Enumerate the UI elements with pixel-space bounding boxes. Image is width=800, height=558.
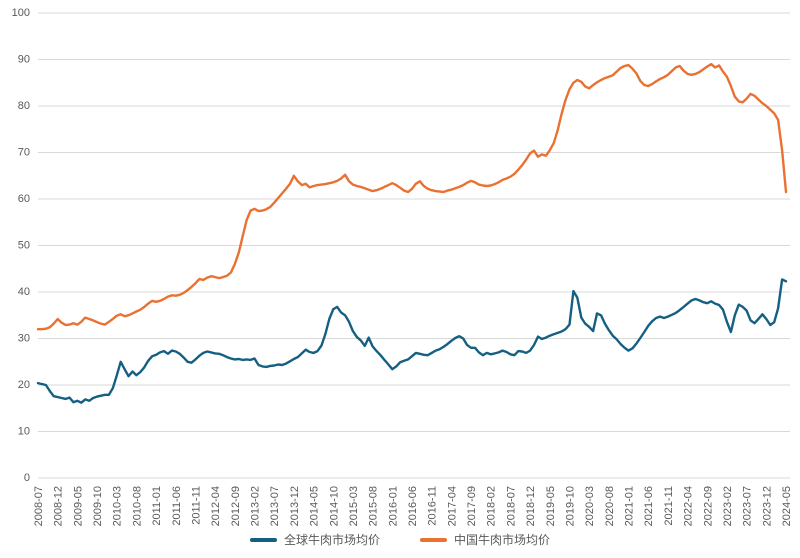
x-axis-tick-label: 2012-09	[230, 486, 242, 526]
x-axis-tick-label: 2022-04	[683, 486, 695, 526]
x-axis-tick-label: 2013-02	[250, 486, 262, 526]
series-line-china-beef	[36, 62, 788, 331]
x-axis-tick-label: 2018-02	[486, 486, 498, 526]
x-axis-tick-label: 2013-07	[269, 486, 281, 526]
x-axis-tick-label: 2018-07	[505, 486, 517, 526]
y-axis-tick-label: 70	[18, 147, 30, 159]
x-axis-tick-label: 2008-07	[33, 486, 45, 526]
x-axis-tick-label: 2021-06	[643, 486, 655, 526]
x-axis-tick-label: 2021-01	[624, 486, 636, 526]
x-axis-tick-label: 2013-12	[289, 486, 301, 526]
line-chart-plot: 0 10 20 30 40 50 60 70 80 90 100 2008-07 2008-12 2009…	[12, 7, 793, 526]
chart-legend: 全球牛肉市场均价 中国牛肉市场均价	[0, 528, 800, 552]
legend-line-swatch-china	[420, 538, 447, 542]
legend-label-global: 全球牛肉市场均价	[283, 533, 380, 547]
x-axis-tick-label: 2018-12	[525, 486, 537, 526]
x-axis-tick-label: 2012-04	[210, 486, 222, 526]
y-axis-tick-label: 50	[18, 240, 30, 252]
legend-line-swatch-global	[249, 538, 277, 542]
x-axis-tick-label: 2010-03	[112, 486, 124, 526]
y-axis-tick-label: 10	[18, 426, 30, 438]
y-axis-tick-label: 100	[12, 7, 30, 19]
x-axis-tick-label: 2015-03	[348, 486, 360, 526]
y-axis-tick-label: 60	[18, 193, 30, 205]
x-axis-tick-label: 2023-07	[742, 486, 754, 526]
x-axis-tick-label: 2020-03	[584, 486, 596, 526]
x-axis-tick-label: 2017-04	[446, 486, 458, 526]
x-axis-tick-label: 2011-06	[171, 486, 183, 526]
y-axis-tick-label: 80	[18, 100, 30, 112]
y-axis-tick-label: 40	[18, 286, 30, 298]
x-axis-tick-label: 2021-11	[663, 486, 675, 526]
series-line-global-beef	[36, 278, 788, 404]
legend-label-china: 中国牛肉市场均价	[454, 533, 551, 547]
x-axis-tick-label: 2019-10	[564, 486, 576, 526]
x-axis-tick-label: 2009-10	[92, 486, 104, 526]
x-axis-tick-label: 2020-08	[604, 486, 616, 526]
x-axis-tick-label: 2009-05	[72, 486, 84, 526]
x-axis-tick-label: 2019-05	[545, 486, 557, 526]
x-axis-tick-label: 2008-12	[53, 486, 65, 526]
x-axis-tick-label: 2024-05	[781, 486, 793, 526]
legend-item-china-beef[interactable]: 中国牛肉市场均价	[420, 534, 550, 546]
x-axis-tick-label: 2017-09	[466, 486, 478, 526]
y-axis-tick-label: 20	[18, 379, 30, 391]
x-axis-tick-label: 2023-02	[722, 486, 734, 526]
x-axis-tick-label: 2011-01	[151, 486, 163, 526]
x-axis-tick-label: 2016-01	[387, 486, 399, 526]
x-axis-tick-label: 2014-05	[309, 486, 321, 526]
x-axis-tick-label: 2023-12	[761, 486, 773, 526]
x-axis-tick-label: 2016-06	[407, 486, 419, 526]
x-axis-tick-label: 2016-11	[427, 486, 439, 526]
y-axis-tick-label: 90	[18, 54, 30, 66]
x-axis-tick-label: 2010-08	[131, 486, 143, 526]
y-axis-tick-label: 0	[24, 472, 30, 484]
y-axis-tick-label: 30	[18, 333, 30, 345]
legend-item-global-beef[interactable]: 全球牛肉市场均价	[249, 533, 380, 547]
x-axis-tick-label: 2015-08	[368, 486, 380, 526]
x-axis-tick-label: 2014-10	[328, 486, 340, 526]
x-axis-tick-label: 2022-09	[702, 486, 714, 526]
x-axis-tick-label: 2011-11	[190, 486, 202, 525]
